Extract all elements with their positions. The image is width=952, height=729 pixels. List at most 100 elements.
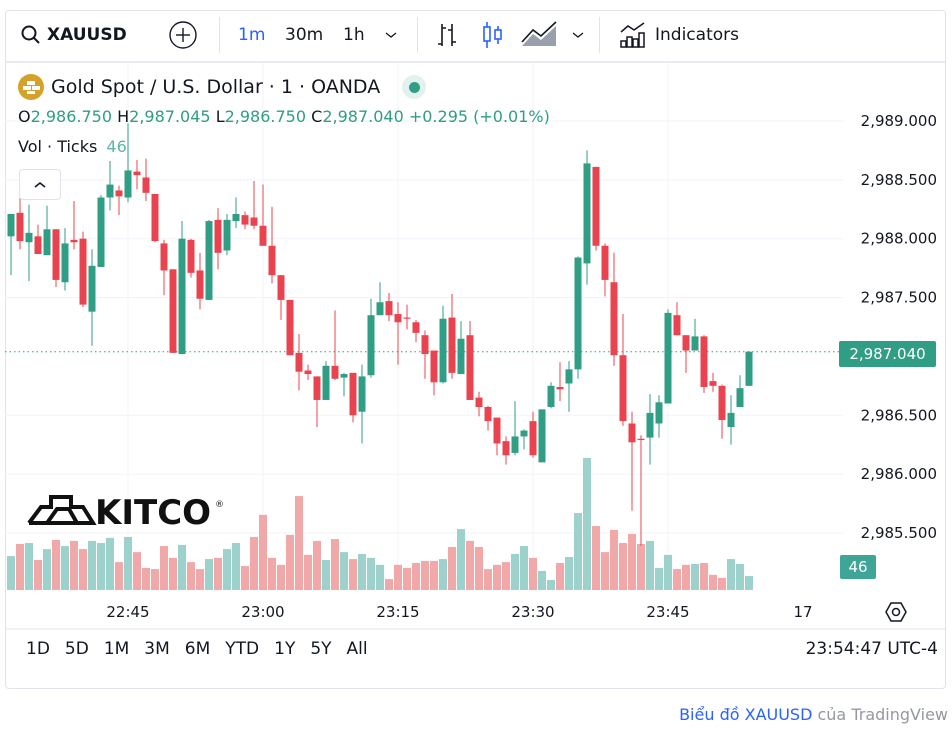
market-status-badge[interactable] bbox=[402, 75, 427, 99]
candle-body bbox=[214, 219, 222, 253]
range-button-ytd[interactable]: YTD bbox=[225, 639, 260, 659]
interval-dropdown[interactable] bbox=[384, 11, 398, 59]
volume-bar bbox=[160, 546, 168, 590]
candle-body bbox=[619, 355, 627, 422]
interval-1m[interactable]: 1m bbox=[238, 11, 265, 59]
chart-type-dropdown[interactable] bbox=[571, 11, 585, 59]
volume-bar bbox=[304, 554, 312, 590]
volume-bar bbox=[529, 557, 537, 590]
change-value: +0.295 (+0.01%) bbox=[408, 107, 550, 126]
candle-body bbox=[421, 335, 429, 355]
price-tick-label: 2,988.500 bbox=[861, 171, 937, 189]
volume-bar bbox=[169, 557, 177, 590]
search-icon bbox=[21, 25, 40, 44]
range-button-5y[interactable]: 5Y bbox=[310, 639, 332, 659]
candle-body bbox=[439, 318, 447, 383]
candle-body bbox=[673, 315, 681, 336]
volume-bar bbox=[475, 546, 483, 590]
candle-body bbox=[286, 299, 294, 356]
range-button-5d[interactable]: 5D bbox=[64, 639, 89, 659]
range-button-1d[interactable]: 1D bbox=[26, 639, 50, 659]
candle-body bbox=[133, 171, 141, 176]
last-price-label: 2,987.040 bbox=[839, 341, 936, 367]
volume-bar bbox=[502, 562, 510, 590]
symbol-search-button[interactable]: XAUUSD bbox=[20, 11, 127, 59]
area-chart-type-button[interactable] bbox=[520, 11, 558, 59]
compare-symbol-button[interactable] bbox=[168, 11, 198, 59]
volume-bar bbox=[628, 533, 636, 590]
volume-bar bbox=[736, 563, 744, 590]
price-chart[interactable]: KITCO ® 2,989.000 2,988.500 2,988.000 2,987… bbox=[5, 63, 946, 630]
volume-bar bbox=[232, 543, 240, 590]
candle-body bbox=[736, 388, 744, 408]
candle-body bbox=[277, 275, 285, 300]
volume-bar bbox=[259, 514, 267, 590]
time-tick-label: 23:45 bbox=[646, 603, 689, 621]
candles-chart-type-button[interactable] bbox=[480, 11, 506, 59]
volume-bar bbox=[7, 556, 15, 590]
candle-body bbox=[547, 385, 555, 408]
volume-bar bbox=[574, 513, 582, 590]
low-value: 2,986.750 bbox=[224, 107, 307, 126]
volume-bar bbox=[682, 564, 690, 590]
candle-body bbox=[637, 438, 645, 440]
price-axis[interactable]: 2,989.000 2,988.500 2,988.000 2,987.500 2,98… bbox=[861, 112, 937, 542]
volume-bar bbox=[709, 574, 717, 590]
candle-body bbox=[538, 409, 546, 463]
volume-bar bbox=[34, 560, 42, 590]
candle-body bbox=[646, 412, 654, 438]
volume-bar bbox=[493, 564, 501, 590]
volume-label: Vol · Ticks bbox=[18, 137, 98, 156]
volume-bar bbox=[565, 556, 573, 590]
candle-body bbox=[403, 317, 411, 319]
volume-bar bbox=[394, 564, 402, 590]
candle-body bbox=[574, 257, 582, 370]
volume-bar bbox=[745, 576, 753, 590]
interval-30m[interactable]: 30m bbox=[285, 11, 323, 59]
candle-body bbox=[628, 423, 636, 443]
volume-bar bbox=[250, 536, 258, 590]
range-button-1m[interactable]: 1M bbox=[103, 639, 130, 659]
candle-body bbox=[160, 243, 168, 271]
candle-body bbox=[565, 369, 573, 384]
volume-bar bbox=[286, 534, 294, 590]
volume-bar bbox=[439, 559, 447, 590]
volume-bar bbox=[718, 577, 726, 590]
candle-body bbox=[583, 163, 591, 264]
candle-body bbox=[268, 245, 276, 276]
svg-text:KITCO: KITCO bbox=[95, 493, 211, 533]
volume-bar bbox=[214, 557, 222, 590]
bars-chart-type-button[interactable] bbox=[434, 11, 460, 59]
attribution-link[interactable]: Biểu đồ XAUUSD bbox=[679, 705, 813, 724]
volume-bar bbox=[637, 543, 645, 590]
volume-bar bbox=[430, 560, 438, 590]
candle-body bbox=[70, 239, 78, 243]
candle-body bbox=[502, 441, 510, 456]
indicators-button[interactable]: Indicators bbox=[619, 11, 739, 59]
range-button-3m[interactable]: 3M bbox=[144, 639, 170, 659]
candle-body bbox=[610, 282, 618, 356]
settings-hexagon-icon bbox=[885, 602, 907, 622]
interval-1h[interactable]: 1h bbox=[343, 11, 365, 59]
candles bbox=[7, 123, 753, 546]
candle-body bbox=[115, 190, 123, 197]
range-button-1y[interactable]: 1Y bbox=[274, 639, 296, 659]
range-button-6m[interactable]: 6M bbox=[184, 639, 211, 659]
volume-bar bbox=[547, 580, 555, 590]
collapse-legend-button[interactable] bbox=[19, 169, 61, 200]
svg-text:®: ® bbox=[215, 500, 224, 510]
area-chart-icon bbox=[521, 21, 557, 46]
candle-body bbox=[178, 238, 186, 355]
range-button-all[interactable]: All bbox=[346, 639, 368, 659]
candle-body bbox=[223, 219, 231, 251]
chart-settings-button[interactable] bbox=[884, 600, 908, 628]
candle-body bbox=[367, 315, 375, 376]
interval-label: 30m bbox=[285, 25, 324, 45]
volume-bar bbox=[241, 566, 249, 590]
candle-body bbox=[376, 302, 384, 316]
candle-body bbox=[385, 301, 393, 316]
price-tick-label: 2,985.500 bbox=[861, 524, 937, 542]
time-axis[interactable]: 22:45 23:00 23:15 23:30 23:45 17 bbox=[106, 603, 812, 621]
chevron-down-icon bbox=[572, 32, 584, 38]
plus-circle-icon bbox=[169, 21, 197, 49]
